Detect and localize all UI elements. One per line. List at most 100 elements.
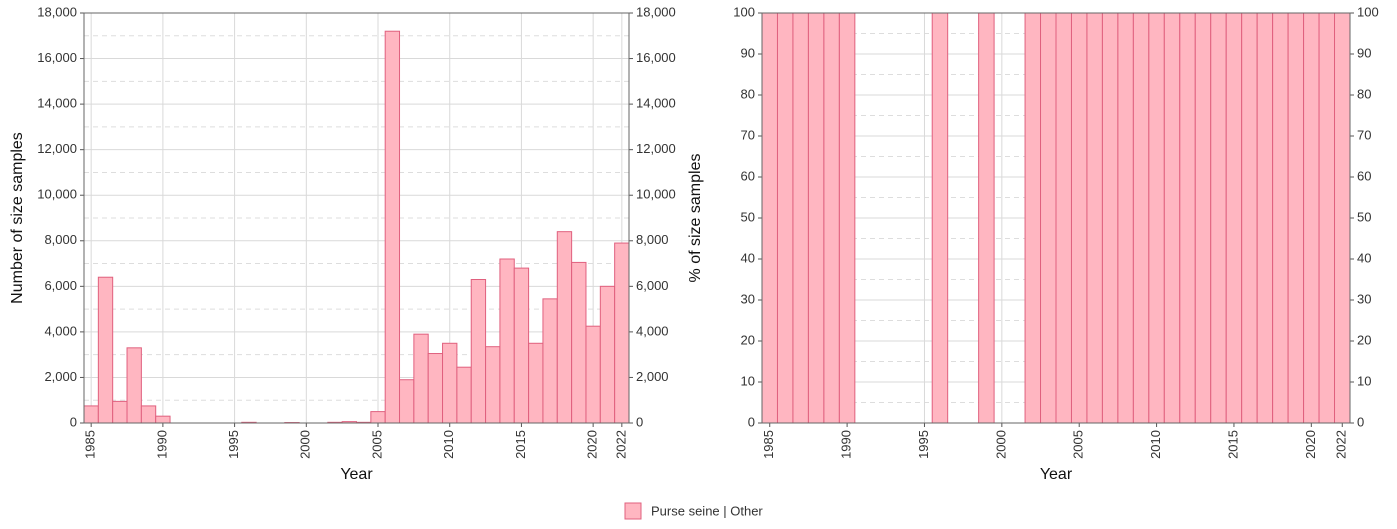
bar [793,13,808,423]
bar [1319,13,1334,423]
bar [385,31,399,423]
y-tick-label: 100 [733,4,755,19]
bar [572,262,586,423]
x-tick-label: 2005 [369,430,384,459]
bar [156,416,170,423]
bar [600,286,614,423]
y2-tick-label: 6,000 [636,278,669,293]
bar [1180,13,1195,423]
bar [1149,13,1164,423]
bar [1273,13,1288,423]
bar [443,343,457,423]
bar [932,13,947,423]
bar [824,13,839,423]
y2-tick-label: 18,000 [636,4,676,19]
bar [428,354,442,423]
x-tick-label: 2022 [613,430,628,459]
y2-tick-label: 50 [1357,209,1371,224]
bar [777,13,792,423]
y2-tick-label: 12,000 [636,141,676,156]
y2-tick-label: 4,000 [636,323,669,338]
bar [557,232,571,423]
y-tick-label: 10 [741,373,755,388]
x-tick-label: 2015 [1225,430,1240,459]
bar [371,412,385,423]
x-tick-label: 1990 [839,430,854,459]
y2-tick-label: 0 [1357,414,1364,429]
y-tick-label: 0 [748,414,755,429]
bar [1102,13,1117,423]
x-tick-label: 2000 [993,430,1008,459]
bar [1056,13,1071,423]
bar [514,268,528,423]
y-tick-label: 18,000 [37,4,77,19]
bar [1164,13,1179,423]
y-tick-label: 14,000 [37,96,77,111]
bar [486,347,500,423]
x-axis-title: Year [1040,466,1073,483]
bar [400,380,414,423]
bar [1242,13,1257,423]
y2-tick-label: 10 [1357,373,1371,388]
y2-tick-label: 2,000 [636,369,669,384]
y2-tick-label: 20 [1357,332,1371,347]
bar [414,334,428,423]
y2-tick-label: 90 [1357,45,1371,60]
bar [762,13,777,423]
bar [1226,13,1241,423]
x-tick-label: 1995 [226,430,241,459]
bar [113,401,127,423]
x-tick-label: 2020 [1303,430,1318,459]
y2-tick-label: 0 [636,414,643,429]
x-tick-label: 2000 [298,430,313,459]
legend-label: Purse seine | Other [651,503,763,518]
x-tick-label: 2020 [585,430,600,459]
bar [529,343,543,423]
y-tick-label: 16,000 [37,50,77,65]
bar [543,299,557,423]
bar [500,259,514,423]
legend-swatch [625,503,641,519]
bar [471,280,485,424]
bar [1118,13,1133,423]
x-tick-label: 1990 [154,430,169,459]
y-tick-label: 6,000 [44,278,77,293]
y2-tick-label: 16,000 [636,50,676,65]
bar [586,326,600,423]
bar [1211,13,1226,423]
y2-tick-label: 40 [1357,250,1371,265]
y-tick-label: 0 [70,414,77,429]
x-tick-label: 2022 [1334,430,1349,459]
y-tick-label: 30 [741,291,755,306]
y2-tick-label: 30 [1357,291,1371,306]
bar [1133,13,1148,423]
y-tick-label: 90 [741,45,755,60]
y-axis-title: % of size samples [687,154,704,283]
bar [808,13,823,423]
y-axis-title: Number of size samples [9,132,26,304]
bar [839,13,854,423]
bar [1041,13,1056,423]
bar [979,13,994,423]
x-axis-title: Year [340,466,373,483]
bar [1304,13,1319,423]
bar [1195,13,1210,423]
x-tick-label: 1985 [761,430,776,459]
bar [1288,13,1303,423]
bar [1071,13,1086,423]
y-tick-label: 40 [741,250,755,265]
x-tick-label: 2015 [513,430,528,459]
y2-tick-label: 80 [1357,86,1371,101]
y-tick-label: 10,000 [37,187,77,202]
y2-tick-label: 70 [1357,127,1371,142]
x-tick-label: 2005 [1071,430,1086,459]
y2-tick-label: 100 [1357,4,1379,19]
y-tick-label: 50 [741,209,755,224]
y-tick-label: 80 [741,86,755,101]
bar [84,406,98,423]
bar [98,277,112,423]
y-tick-label: 12,000 [37,141,77,156]
y2-tick-label: 10,000 [636,187,676,202]
